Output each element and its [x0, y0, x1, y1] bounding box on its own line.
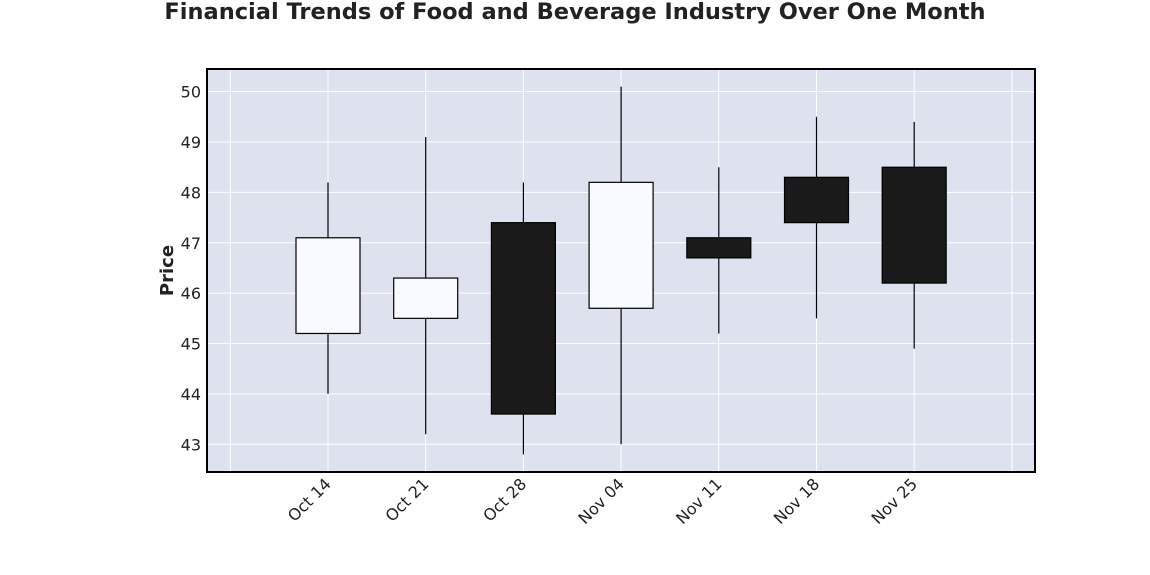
x-tick-label: Oct 28	[479, 474, 530, 525]
y-tick-label: 43	[181, 435, 201, 454]
candle-body-down	[881, 166, 947, 284]
y-tick-label: 49	[181, 133, 201, 152]
candle	[393, 137, 459, 435]
candle	[881, 121, 947, 349]
candle	[686, 167, 752, 334]
x-tick-label: Oct 14	[284, 474, 335, 525]
candle-body-up	[393, 277, 459, 319]
candle	[588, 86, 654, 445]
y-tick-label: 45	[181, 335, 201, 354]
candle	[490, 182, 556, 455]
x-tick-label: Nov 04	[574, 474, 628, 528]
y-tick-label: 50	[181, 83, 201, 102]
y-tick-label: 46	[181, 284, 201, 303]
x-tick-label: Nov 11	[672, 474, 726, 528]
candle-body-up	[588, 181, 654, 309]
x-tick-label: Oct 21	[382, 474, 433, 525]
candle-body-down	[783, 176, 850, 224]
candle-body-down	[686, 237, 752, 259]
y-axis-label: Price	[157, 245, 178, 296]
y-tick-label: 48	[181, 183, 201, 202]
candle-body-down	[490, 222, 556, 415]
x-axis-ticks: Oct 14 Oct 21 Oct 28 Nov 04 Nov 11 Nov 18 Nov …	[284, 474, 921, 528]
x-tick-label: Nov 18	[770, 474, 824, 528]
chart-title: Financial Trends of Food and Beverage In…	[164, 0, 986, 25]
y-tick-label: 47	[181, 234, 201, 253]
candle	[295, 182, 361, 394]
plot-frame	[206, 68, 1036, 473]
candle-body-up	[295, 237, 361, 335]
y-tick-label: 44	[181, 385, 201, 404]
candles	[295, 86, 947, 455]
x-tick-label: Nov 25	[868, 474, 922, 528]
candle	[783, 116, 850, 319]
y-axis-ticks: 43 44 45 46 47 48 49 50	[181, 83, 201, 455]
